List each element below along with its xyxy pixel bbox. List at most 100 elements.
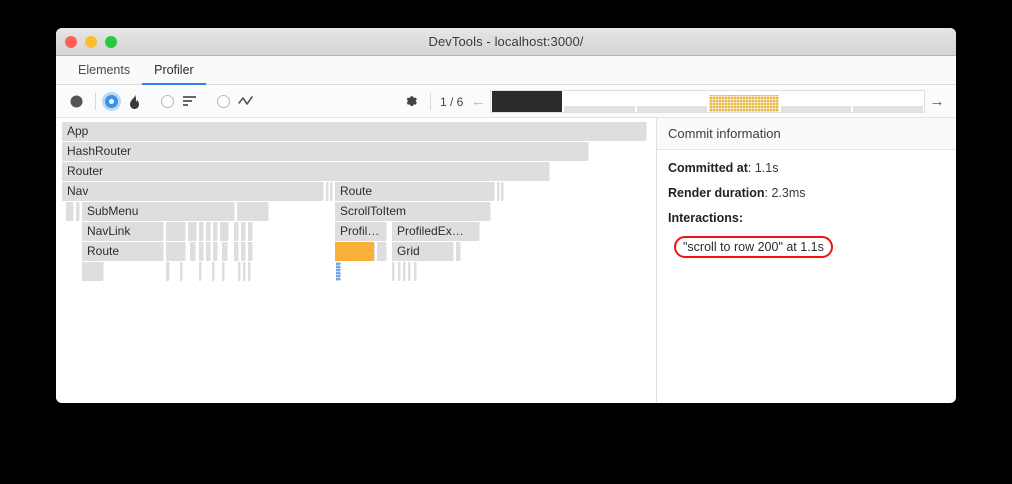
flamegraph-bar[interactable] — [326, 182, 329, 201]
panel-content: Committed at: 1.1s Render duration: 2.3m… — [657, 150, 956, 258]
maximize-window-button[interactable] — [105, 36, 117, 48]
flamegraph-bar[interactable] — [82, 262, 104, 281]
window-title: DevTools - localhost:3000/ — [428, 34, 584, 49]
previous-commit-button[interactable]: ← — [470, 93, 486, 110]
view-mode-flamegraph[interactable] — [105, 91, 144, 111]
window-controls — [65, 28, 117, 56]
view-mode-ranked[interactable] — [161, 91, 200, 111]
flamegraph-bar-router[interactable]: Router — [62, 162, 550, 181]
interaction-item[interactable]: "scroll to row 200" at 1.1s — [674, 236, 833, 258]
devtools-window: DevTools - localhost:3000/ Elements Prof… — [56, 28, 956, 403]
flamegraph-bar[interactable] — [336, 262, 341, 281]
flamegraph-bar[interactable] — [377, 242, 387, 261]
flamegraph-bar-submenu[interactable]: SubMenu — [82, 202, 235, 221]
commit-bar-4[interactable] — [708, 95, 779, 112]
next-commit-button[interactable]: → — [929, 93, 945, 110]
flamegraph-bar[interactable] — [206, 222, 211, 241]
flamegraph-bar[interactable] — [497, 182, 500, 201]
flamegraph-bar[interactable] — [66, 202, 74, 221]
flamegraph-bar[interactable] — [234, 242, 239, 261]
flamegraph-bar[interactable] — [166, 222, 186, 241]
commit-bar-1[interactable] — [492, 91, 563, 112]
flamegraph-bar[interactable] — [335, 242, 375, 261]
flamegraph-bar-grid[interactable]: Grid — [392, 242, 454, 261]
flamegraph-row: Route Grid — [62, 242, 656, 262]
profiler-toolbar: 1 / 6 ← → — [56, 85, 956, 118]
close-window-button[interactable] — [65, 36, 77, 48]
flamegraph-bar[interactable] — [408, 262, 411, 281]
flamegraph-bar[interactable] — [222, 262, 225, 281]
commit-bar-2[interactable] — [564, 106, 635, 112]
flamegraph-bar-nav[interactable]: Nav — [62, 182, 324, 201]
commit-bar-3[interactable] — [636, 106, 707, 112]
flamegraph-bar[interactable] — [392, 262, 395, 281]
flamegraph-bar[interactable] — [76, 202, 80, 221]
flamegraph-bar[interactable] — [199, 262, 202, 281]
flamegraph-bar[interactable] — [166, 242, 186, 261]
flamegraph-bar[interactable] — [234, 222, 239, 241]
flamegraph-bar-app[interactable]: App — [62, 122, 647, 141]
tab-elements[interactable]: Elements — [78, 62, 131, 77]
ranked-radio[interactable] — [161, 94, 174, 108]
flamegraph-bar[interactable] — [180, 262, 183, 281]
flamegraph-bar[interactable] — [241, 222, 246, 241]
flamegraph-chart[interactable]: App HashRouter Router Nav Route SubMenu Scroll… — [56, 118, 657, 402]
record-dot-icon[interactable] — [66, 91, 86, 111]
commit-bar-6[interactable] — [852, 106, 924, 112]
flamegraph-bar[interactable] — [212, 262, 215, 281]
interaction-list: "scroll to row 200" at 1.1s — [668, 236, 945, 258]
flamegraph-bar[interactable] — [199, 222, 204, 241]
flamegraph-bar[interactable] — [222, 242, 228, 261]
flamegraph-bar[interactable] — [166, 262, 170, 281]
flamegraph-bar[interactable] — [199, 242, 204, 261]
flamegraph-bar-scrolltoitem[interactable]: ScrollToItem — [335, 202, 491, 221]
flame-icon — [124, 91, 144, 111]
flamegraph-bar[interactable] — [190, 242, 196, 261]
flamegraph-bar[interactable] — [414, 262, 417, 281]
flamegraph-bar[interactable] — [220, 222, 229, 241]
render-duration-value: 2.3ms — [771, 186, 806, 200]
flamegraph-bar[interactable] — [237, 202, 269, 221]
flamegraph-row — [62, 262, 656, 282]
render-duration-row: Render duration: 2.3ms — [668, 186, 806, 200]
title-bar: DevTools - localhost:3000/ — [56, 28, 956, 56]
flamegraph-bar-navlink[interactable]: NavLink — [82, 222, 164, 241]
flamegraph-bar[interactable] — [206, 242, 211, 261]
flamegraph-bar[interactable] — [501, 182, 504, 201]
flamegraph-radio[interactable] — [105, 94, 118, 108]
tab-profiler[interactable]: Profiler — [142, 56, 206, 85]
flamegraph-bar[interactable] — [330, 182, 333, 201]
interactions-label: Interactions: — [668, 211, 744, 225]
flamegraph-row: HashRouter — [62, 142, 656, 162]
gear-icon[interactable] — [401, 92, 421, 112]
flamegraph-bar[interactable] — [248, 222, 253, 241]
ranked-bars-icon — [180, 91, 200, 111]
flamegraph-bar[interactable] — [188, 222, 197, 241]
minimize-window-button[interactable] — [85, 36, 97, 48]
flamegraph-bar[interactable] — [213, 222, 218, 241]
flamegraph-bar[interactable] — [403, 262, 406, 281]
committed-at-value: 1.1s — [754, 161, 779, 175]
flamegraph-row: NavLink Profil… ProfiledEx… — [62, 222, 656, 242]
commit-snapshot-bars[interactable] — [490, 90, 925, 113]
flamegraph-bar-route[interactable]: Route — [82, 242, 164, 261]
profiler-body: App HashRouter Router Nav Route SubMenu Scroll… — [56, 118, 956, 402]
flamegraph-bar[interactable] — [241, 242, 246, 261]
flamegraph-bar[interactable] — [248, 262, 251, 281]
interactions-radio[interactable] — [217, 94, 230, 108]
flamegraph-bar[interactable] — [456, 242, 461, 261]
flamegraph-bar-profiledex[interactable]: ProfiledEx… — [392, 222, 480, 241]
flamegraph-bar[interactable] — [398, 262, 401, 281]
flamegraph-bar[interactable] — [238, 262, 241, 281]
flamegraph-bar[interactable] — [248, 242, 253, 261]
commit-index-label: 1 / 6 — [440, 94, 464, 109]
flamegraph-bar[interactable] — [243, 262, 246, 281]
flamegraph-bar-profil[interactable]: Profil… — [335, 222, 387, 241]
flamegraph-bar-route[interactable]: Route — [335, 182, 495, 201]
view-mode-interactions[interactable] — [217, 91, 256, 111]
flamegraph-bar[interactable] — [213, 242, 218, 261]
flamegraph-bar-hashrouter[interactable]: HashRouter — [62, 142, 589, 161]
panel-title: Commit information — [657, 118, 956, 150]
record-group — [66, 91, 86, 111]
commit-bar-5[interactable] — [780, 106, 851, 112]
